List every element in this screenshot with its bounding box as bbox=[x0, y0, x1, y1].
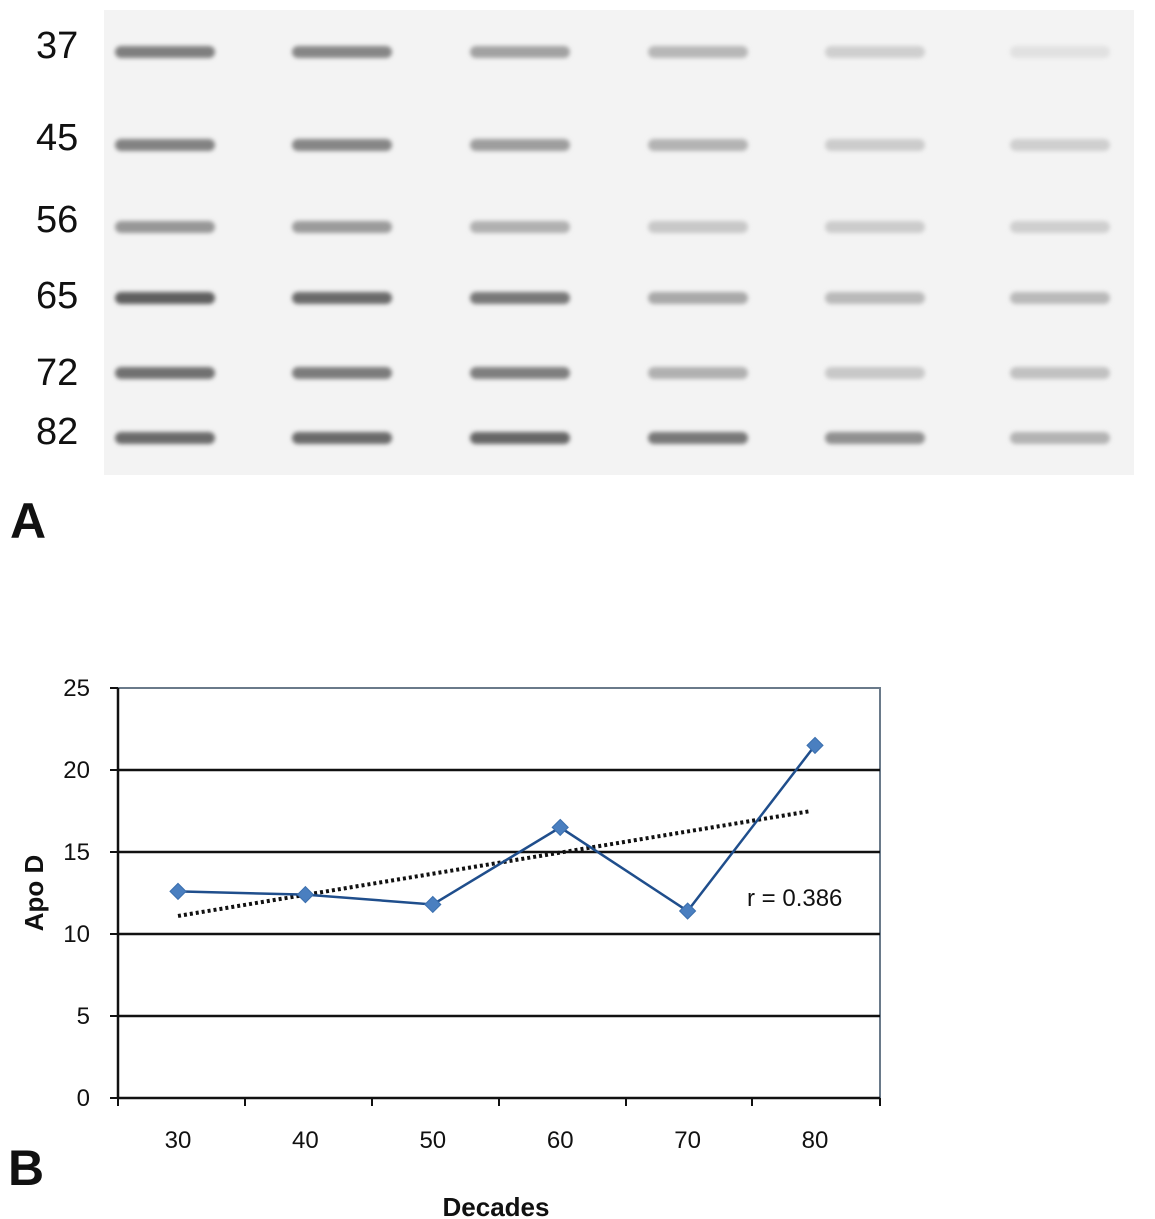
blot-band bbox=[115, 139, 215, 151]
blot-band bbox=[470, 432, 570, 444]
data-point-marker bbox=[296, 885, 315, 904]
blot-row-labels: 37 45 56 65 72 82 bbox=[36, 25, 78, 453]
data-point-marker bbox=[678, 902, 697, 920]
data-point-marker bbox=[424, 895, 442, 914]
blot-band bbox=[648, 221, 748, 233]
y-tick-label: 10 bbox=[63, 921, 90, 948]
series-line bbox=[177, 744, 816, 913]
data-point-marker bbox=[169, 882, 187, 901]
blot-band bbox=[825, 139, 925, 151]
data-point-marker bbox=[806, 736, 824, 755]
blot-row-label: 56 bbox=[36, 199, 78, 241]
blot-band bbox=[470, 292, 570, 304]
blot-band bbox=[292, 46, 392, 58]
x-tick-label: 60 bbox=[547, 1127, 574, 1154]
y-tick-label: 20 bbox=[63, 757, 90, 784]
correlation-annotation: r = 0.386 bbox=[747, 885, 842, 912]
x-tick-label: 30 bbox=[165, 1127, 192, 1154]
blot-band bbox=[648, 139, 748, 151]
blot-band bbox=[1010, 221, 1110, 233]
blot-band bbox=[115, 432, 215, 444]
panel-b-label: B bbox=[8, 1140, 44, 1196]
blot-band bbox=[292, 139, 392, 151]
blot-band bbox=[115, 46, 215, 58]
blot-band bbox=[648, 432, 748, 444]
blot-band bbox=[292, 221, 392, 233]
blot-band bbox=[115, 221, 215, 233]
blot-row-label: 37 bbox=[36, 25, 78, 67]
blot-band bbox=[1010, 139, 1110, 151]
panel-a-label: A bbox=[10, 493, 46, 549]
x-tick-label: 50 bbox=[419, 1127, 446, 1154]
blot-band bbox=[115, 292, 215, 304]
trendline bbox=[177, 809, 812, 918]
blot-band bbox=[648, 367, 748, 379]
blot-band bbox=[1010, 292, 1110, 304]
blot-row-label: 82 bbox=[36, 411, 78, 453]
blot-membrane bbox=[104, 10, 1134, 475]
x-axis-ticks: 30 40 50 60 70 80 bbox=[117, 1098, 881, 1154]
x-tick-label: 80 bbox=[802, 1127, 829, 1154]
blot-band bbox=[470, 221, 570, 233]
blot-band bbox=[648, 46, 748, 58]
data-point-marker bbox=[551, 818, 569, 837]
blot-band bbox=[825, 367, 925, 379]
y-axis-ticks: 0 5 10 15 20 25 bbox=[63, 675, 118, 1112]
blot-band bbox=[1010, 367, 1110, 379]
blot-band bbox=[292, 432, 392, 444]
x-tick-label: 70 bbox=[674, 1127, 701, 1154]
blot-band bbox=[470, 367, 570, 379]
blot-row-label: 72 bbox=[36, 352, 78, 394]
data-series bbox=[169, 736, 824, 920]
gridlines bbox=[118, 768, 880, 1018]
x-axis-title: Decades bbox=[443, 1192, 550, 1219]
blot-band bbox=[115, 367, 215, 379]
y-tick-label: 5 bbox=[77, 1003, 90, 1030]
y-tick-label: 15 bbox=[63, 839, 90, 866]
blot-band bbox=[1010, 46, 1110, 58]
blot-band bbox=[825, 292, 925, 304]
blot-bands bbox=[115, 46, 1110, 444]
blot-band bbox=[470, 139, 570, 151]
y-tick-label: 0 bbox=[77, 1085, 90, 1112]
blot-band bbox=[648, 292, 748, 304]
y-axis-title: Apo D bbox=[19, 855, 49, 932]
blot-panel: 37 45 56 65 72 82 bbox=[36, 10, 1134, 475]
blot-band bbox=[825, 432, 925, 444]
trendline-path bbox=[177, 809, 812, 918]
blot-row-label: 65 bbox=[36, 275, 78, 317]
blot-band bbox=[825, 221, 925, 233]
blot-band bbox=[470, 46, 570, 58]
y-tick-label: 25 bbox=[63, 675, 90, 702]
blot-band bbox=[825, 46, 925, 58]
x-tick-label: 40 bbox=[292, 1127, 319, 1154]
blot-row-label: 45 bbox=[36, 117, 78, 159]
blot-band bbox=[292, 292, 392, 304]
blot-band bbox=[1010, 432, 1110, 444]
blot-band bbox=[292, 367, 392, 379]
